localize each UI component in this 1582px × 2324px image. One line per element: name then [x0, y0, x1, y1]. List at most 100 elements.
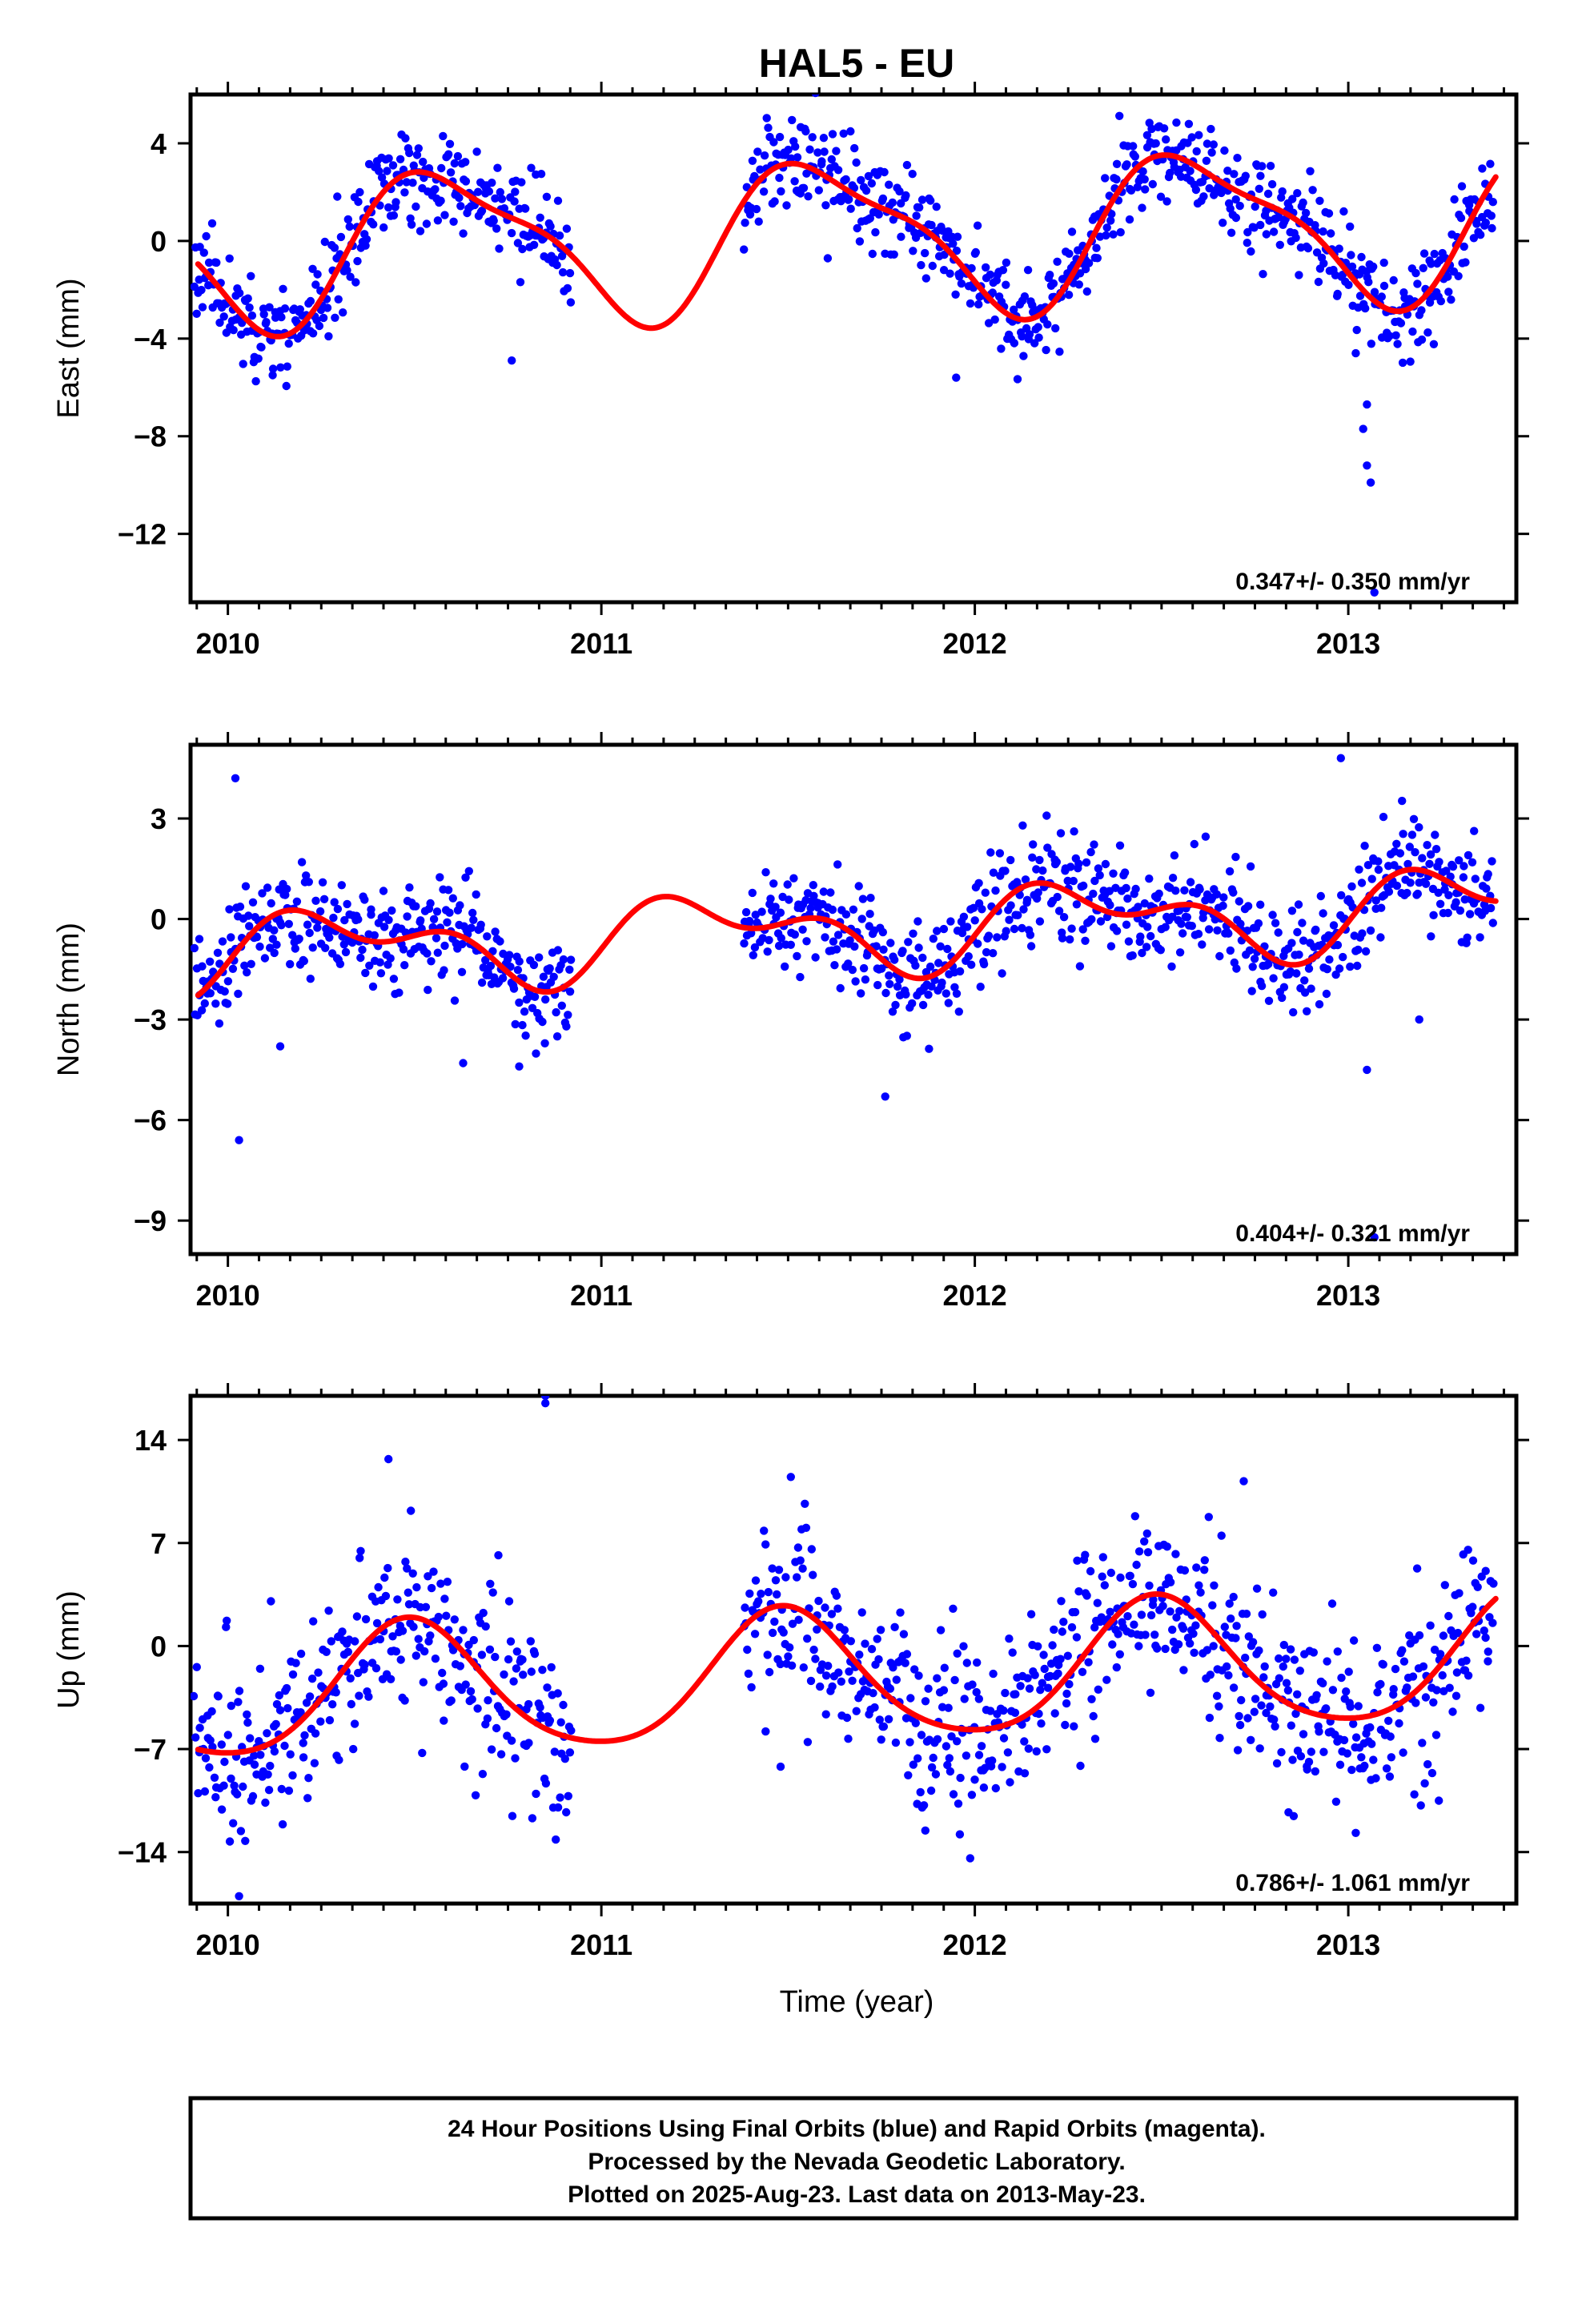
east-data-point — [202, 231, 211, 241]
east-data-point — [324, 332, 333, 341]
up-data-point — [412, 1582, 421, 1592]
north-data-point — [1229, 888, 1238, 897]
east-data-point — [353, 256, 362, 266]
up-data-point — [852, 1707, 861, 1715]
north-data-point — [255, 942, 264, 951]
north-rate-label: 0.404+/- 0.321 mm/yr — [1235, 1220, 1470, 1247]
east-data-point — [1199, 192, 1208, 201]
north-data-point — [954, 1007, 964, 1016]
north-y-tick-label: −6 — [134, 1104, 167, 1137]
north-data-point — [850, 942, 859, 951]
east-data-point — [1419, 263, 1427, 272]
north-data-point — [337, 881, 346, 890]
east-data-point — [1335, 244, 1343, 253]
north-data-point — [1168, 874, 1178, 883]
east-data-point — [1389, 275, 1398, 285]
north-y-tick-label: 0 — [151, 903, 167, 936]
up-data-point — [1048, 1641, 1057, 1650]
north-data-point — [1335, 964, 1344, 973]
up-data-point — [788, 1619, 797, 1628]
north-data-point — [989, 868, 998, 877]
north-outlier-point — [515, 1062, 524, 1071]
east-data-point — [982, 263, 990, 272]
north-data-point — [389, 975, 399, 983]
north-data-point — [1232, 964, 1241, 973]
north-data-point — [1194, 930, 1203, 939]
up-x-tick-label: 2012 — [943, 1928, 1007, 1961]
north-data-point — [1355, 865, 1363, 875]
east-data-point — [764, 123, 773, 132]
north-data-point — [1256, 900, 1265, 909]
up-data-point — [972, 1687, 981, 1697]
up-data-point — [477, 1651, 487, 1659]
north-data-point — [1043, 843, 1052, 852]
up-data-point — [936, 1626, 946, 1634]
east-data-point — [1315, 196, 1324, 205]
up-data-point — [1058, 1627, 1067, 1636]
up-data-point — [1262, 1708, 1271, 1718]
north-data-point — [1187, 922, 1197, 931]
north-outlier-point — [1415, 1015, 1423, 1024]
east-data-point — [1092, 243, 1101, 252]
east-data-point — [351, 278, 360, 287]
east-data-point — [1025, 330, 1034, 339]
up-data-point — [502, 1710, 511, 1719]
up-data-point — [949, 1604, 958, 1614]
up-data-point — [1074, 1587, 1083, 1596]
up-data-point — [1062, 1699, 1071, 1708]
up-data-point — [1373, 1688, 1382, 1697]
up-data-point — [241, 1836, 250, 1845]
east-data-point — [909, 247, 917, 255]
east-data-point — [1488, 198, 1498, 207]
east-data-point — [1486, 159, 1495, 168]
north-data-point — [386, 954, 395, 963]
north-data-point — [745, 916, 754, 926]
east-data-point — [225, 254, 234, 263]
up-data-point — [1070, 1607, 1080, 1617]
east-data-point — [416, 227, 425, 235]
north-x-tick-label: 2013 — [1316, 1279, 1380, 1312]
up-data-point — [1252, 1584, 1262, 1593]
up-data-point — [261, 1798, 270, 1807]
up-data-point — [562, 1807, 571, 1817]
up-data-point — [191, 1691, 199, 1701]
up-data-point — [386, 1675, 396, 1683]
up-data-point — [1145, 1581, 1154, 1590]
up-data-point — [1146, 1688, 1155, 1697]
east-data-point — [1258, 162, 1267, 171]
north-data-point — [766, 895, 775, 903]
up-data-point — [223, 1731, 232, 1739]
north-data-point — [1431, 845, 1441, 854]
north-y-tick-label: −9 — [134, 1204, 167, 1237]
north-data-point — [313, 923, 322, 932]
north-data-point — [936, 942, 945, 951]
up-data-point — [263, 1770, 272, 1779]
up-data-point — [1403, 1683, 1411, 1692]
east-data-point — [343, 215, 352, 224]
up-data-point — [1480, 1626, 1489, 1635]
east-data-point — [1082, 287, 1092, 296]
north-data-point — [200, 999, 209, 1008]
up-data-point — [381, 1591, 391, 1601]
east-data-point — [754, 217, 763, 226]
up-data-point — [1224, 1671, 1233, 1680]
north-data-point — [1136, 932, 1145, 941]
up-data-point — [876, 1626, 885, 1634]
north-data-point — [757, 907, 766, 916]
east-data-point — [915, 203, 924, 212]
up-data-point — [1203, 1646, 1212, 1655]
east-data-point — [928, 261, 938, 271]
east-data-point — [1344, 280, 1353, 289]
up-data-point — [538, 1666, 547, 1675]
north-data-point — [383, 960, 392, 969]
east-data-point — [1151, 139, 1160, 148]
up-data-point — [396, 1655, 405, 1664]
north-data-point — [1442, 866, 1451, 875]
north-data-point — [1484, 870, 1492, 879]
up-data-point — [1386, 1732, 1395, 1741]
north-data-point — [982, 947, 991, 957]
north-data-point — [1425, 859, 1434, 869]
north-data-point — [511, 1019, 520, 1029]
up-data-point — [494, 1550, 503, 1560]
east-data-point — [1423, 328, 1432, 337]
